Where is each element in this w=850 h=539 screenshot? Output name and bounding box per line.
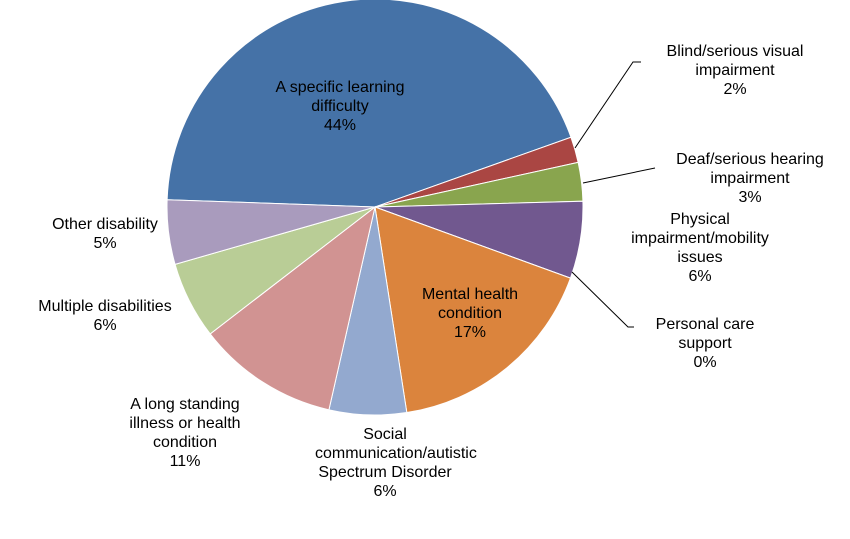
value-label: 44% [323, 117, 357, 134]
pie-slice [374, 206, 572, 414]
category-label: Multiple disabilities [38, 298, 172, 315]
data-label: Personal care support 0% [640, 315, 770, 372]
value-label: 6% [688, 268, 712, 285]
data-label: Deaf/serious hearing impairment 3% [660, 150, 840, 207]
category-label: A specific learning difficulty [275, 79, 405, 115]
value-label: 5% [93, 235, 117, 252]
category-label: Personal care support [655, 316, 755, 352]
data-label: Multiple disabilities 6% [10, 297, 200, 335]
value-label: 6% [373, 483, 397, 500]
pie-slice [209, 205, 376, 411]
leader-line [571, 271, 634, 328]
category-label: Blind/serious visual impairment [666, 43, 804, 79]
pie-slice [166, 199, 376, 265]
category-label: A long standing illness or health condit… [129, 396, 241, 451]
category-label: Social communication/autistic Spectrum D… [315, 426, 477, 481]
value-label: 2% [723, 81, 747, 98]
data-label: Other disability 5% [35, 215, 175, 253]
value-label: 3% [738, 189, 762, 206]
value-label: 0% [693, 354, 717, 371]
data-label: Mental health condition 17% [395, 285, 545, 342]
category-label: Mental health condition [421, 286, 519, 322]
data-label: Blind/serious visual impairment 2% [635, 42, 835, 99]
category-label: Deaf/serious hearing impairment [676, 151, 824, 187]
pie-slice [166, 0, 572, 208]
value-label: 6% [93, 317, 117, 334]
data-label: Social communication/autistic Spectrum D… [315, 425, 477, 501]
data-label: Physical impairment/mobility issues 6% [620, 210, 780, 286]
value-label: 11% [169, 453, 201, 470]
data-label: A specific learning difficulty 44% [250, 78, 430, 135]
leader-line [574, 61, 641, 149]
data-label: A long standing illness or health condit… [110, 395, 260, 471]
value-label: 17% [453, 324, 487, 341]
leader-line [582, 167, 656, 184]
category-label: Other disability [52, 216, 158, 233]
category-label: Physical impairment/mobility issues [631, 211, 769, 266]
